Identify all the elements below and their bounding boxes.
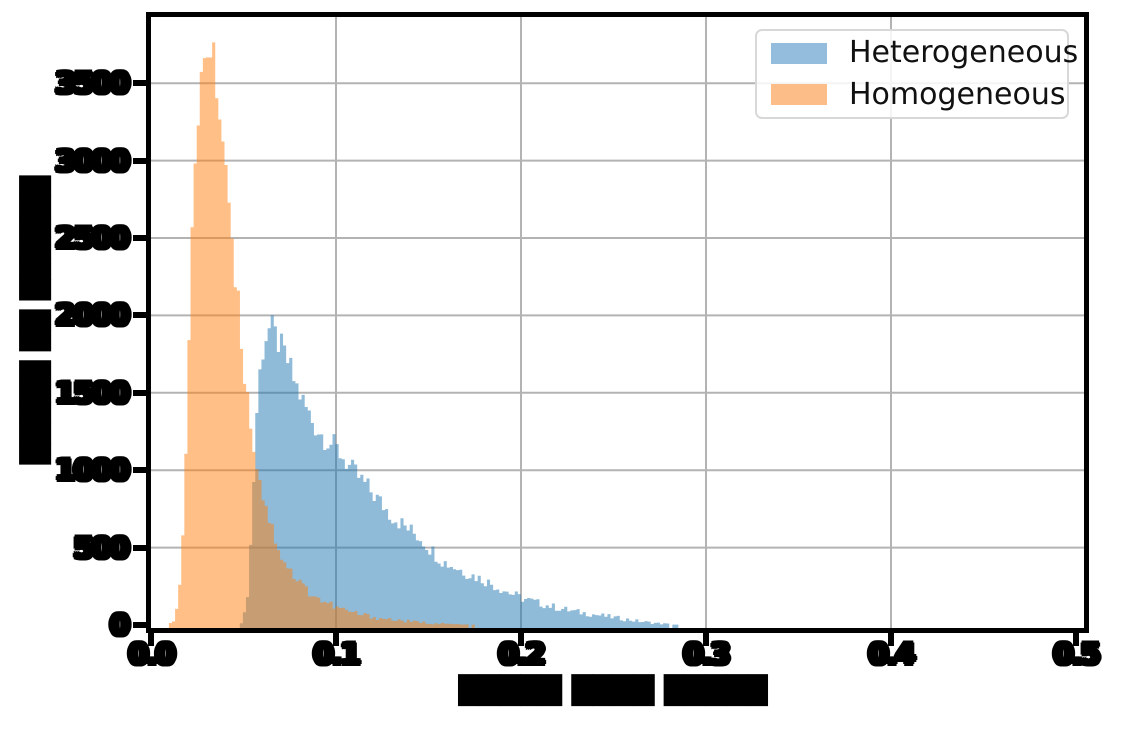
x-tick-label-0.1: 0.1 xyxy=(313,637,360,671)
histogram-canvas xyxy=(151,17,1084,628)
x-tick-label-0.4: 0.4 xyxy=(868,637,915,671)
x-tick-label-0.2: 0.2 xyxy=(498,637,545,671)
y-tick-mark xyxy=(133,622,146,628)
legend-item-homogeneous: Homogeneous xyxy=(771,77,1065,114)
legend: Heterogeneous Homogeneous xyxy=(755,29,1078,119)
legend-item-heterogeneous: Heterogeneous xyxy=(771,35,1078,72)
x-tick-mark xyxy=(148,633,154,646)
y-tick-label-0: 0 xyxy=(109,608,130,642)
x-tick-mark xyxy=(888,633,894,646)
y-axis-title: █████ ██ ██████ xyxy=(20,175,52,465)
y-tick-mark xyxy=(133,312,146,319)
x-tick-mark xyxy=(518,633,524,646)
y-tick-label-500: 500 xyxy=(73,530,130,565)
y-tick-label-1500: 1500 xyxy=(55,375,130,410)
legend-swatch-homogeneous-icon xyxy=(771,84,827,106)
y-tick-label-3500: 3500 xyxy=(55,66,130,101)
x-tick-label-0.5: 0.5 xyxy=(1053,637,1100,671)
y-tick-mark xyxy=(133,467,146,474)
y-tick-label-2000: 2000 xyxy=(55,298,130,333)
plot-area xyxy=(151,17,1084,632)
histogram-series-heterogeneous xyxy=(239,315,679,628)
y-tick-mark xyxy=(133,157,146,164)
x-tick-label-0.3: 0.3 xyxy=(683,637,730,671)
x-tick-mark xyxy=(333,633,339,646)
y-tick-mark xyxy=(133,80,146,87)
legend-label-homogeneous: Homogeneous xyxy=(849,76,1066,112)
legend-swatch-heterogeneous-icon xyxy=(771,42,827,64)
x-tick-label-0.0: 0.0 xyxy=(128,637,175,671)
y-tick-label-3000: 3000 xyxy=(55,143,130,178)
histogram-series-homogeneous xyxy=(165,42,478,628)
y-tick-label-1000: 1000 xyxy=(55,453,130,488)
x-tick-mark xyxy=(703,633,709,646)
y-tick-mark xyxy=(133,235,146,241)
y-tick-mark xyxy=(133,544,146,551)
y-tick-mark xyxy=(133,389,146,396)
x-tick-mark xyxy=(1073,633,1079,646)
legend-label-heterogeneous: Heterogeneous xyxy=(849,35,1079,71)
x-axis-title: █████ ████ █████ xyxy=(458,675,768,707)
y-tick-label-2500: 2500 xyxy=(55,221,130,255)
